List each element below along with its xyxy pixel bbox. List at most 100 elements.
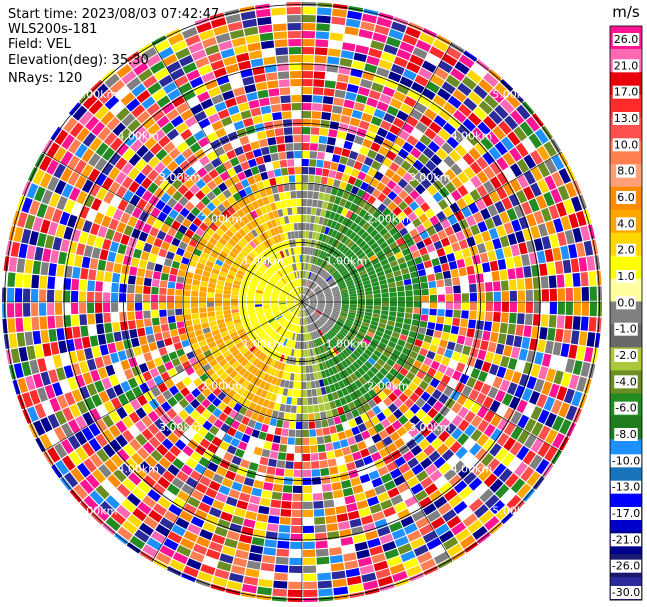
range-gate [201, 409, 212, 420]
range-gate [260, 389, 268, 399]
range-gate [181, 464, 194, 476]
range-gate [297, 263, 301, 271]
range-gate [172, 166, 184, 178]
range-gate [237, 199, 246, 209]
range-gate [135, 311, 143, 320]
range-gate [81, 336, 91, 349]
range-gate [433, 400, 444, 412]
range-gate [204, 332, 213, 339]
range-gate [376, 127, 388, 138]
range-gate [284, 330, 289, 338]
range-gate [225, 320, 234, 327]
range-gate [410, 537, 426, 550]
range-gate [203, 349, 212, 358]
range-gate [191, 285, 200, 292]
range-gate [182, 218, 192, 228]
range-gate [174, 439, 187, 451]
range-gate [265, 72, 278, 81]
range-gate [387, 382, 397, 392]
range-gate [248, 287, 256, 293]
range-gate [377, 526, 391, 537]
range-gate [288, 323, 293, 331]
range-gate [410, 483, 424, 495]
range-gate [541, 381, 553, 396]
range-gate [302, 297, 308, 302]
range-gate [406, 336, 416, 345]
range-gate [202, 521, 216, 533]
range-gate [444, 435, 456, 448]
range-gate [382, 350, 392, 358]
range-gate [331, 408, 339, 417]
range-gate [276, 325, 282, 333]
range-gate [76, 127, 90, 143]
range-gate [322, 271, 328, 279]
range-gate [264, 288, 273, 293]
range-gate [438, 108, 452, 122]
range-gate [294, 453, 302, 461]
range-gate [475, 320, 484, 330]
range-gate [117, 350, 128, 362]
range-gate [207, 414, 218, 425]
range-gate [174, 75, 189, 88]
range-gate [141, 164, 153, 177]
range-gate [78, 110, 94, 126]
range-gate [483, 410, 496, 423]
range-gate [299, 287, 302, 295]
range-gate [303, 271, 306, 279]
range-gate [382, 397, 393, 407]
range-gate [160, 192, 171, 204]
range-gate [461, 310, 469, 319]
range-gate [322, 168, 330, 177]
range-gate [451, 130, 465, 143]
range-gate [328, 539, 341, 548]
range-gate [499, 99, 515, 114]
range-gate [361, 364, 370, 373]
range-gate [484, 94, 499, 109]
range-gate [242, 451, 253, 461]
range-gate [230, 79, 244, 89]
range-gate [166, 61, 182, 74]
range-gate [270, 331, 277, 339]
range-gate [41, 189, 54, 205]
range-gate [371, 338, 380, 346]
range-gate [375, 223, 385, 233]
range-gate [48, 263, 57, 277]
range-gate [218, 412, 228, 422]
range-gate [436, 247, 446, 257]
range-gate [151, 294, 159, 302]
range-gate [206, 202, 216, 212]
range-gate [198, 64, 213, 76]
range-gate [128, 411, 141, 424]
range-gate [343, 99, 355, 109]
range-gate [432, 94, 447, 108]
range-gate [121, 176, 134, 189]
range-gate [279, 302, 287, 304]
range-gate [196, 353, 206, 362]
range-gate [357, 423, 367, 433]
range-gate [289, 63, 302, 71]
range-gate [185, 457, 198, 469]
range-gate [216, 318, 225, 325]
range-gate [177, 269, 186, 278]
range-gate [120, 380, 131, 393]
range-gate [402, 69, 417, 81]
range-gate [265, 391, 273, 400]
range-gate [270, 202, 277, 211]
range-gate [293, 143, 302, 151]
range-gate [268, 384, 275, 393]
range-gate [408, 244, 418, 253]
range-gate [572, 360, 583, 376]
range-gate [397, 296, 405, 302]
range-gate [332, 310, 340, 314]
range-gate [338, 380, 346, 389]
range-gate [313, 71, 326, 80]
range-gate [263, 300, 271, 302]
range-gate [74, 143, 88, 159]
range-gate [276, 234, 282, 243]
range-gate [425, 328, 435, 337]
range-gate [324, 402, 331, 411]
range-gate [272, 292, 280, 296]
range-gate [583, 240, 594, 256]
range-gate [321, 201, 329, 210]
range-gate [335, 505, 347, 515]
